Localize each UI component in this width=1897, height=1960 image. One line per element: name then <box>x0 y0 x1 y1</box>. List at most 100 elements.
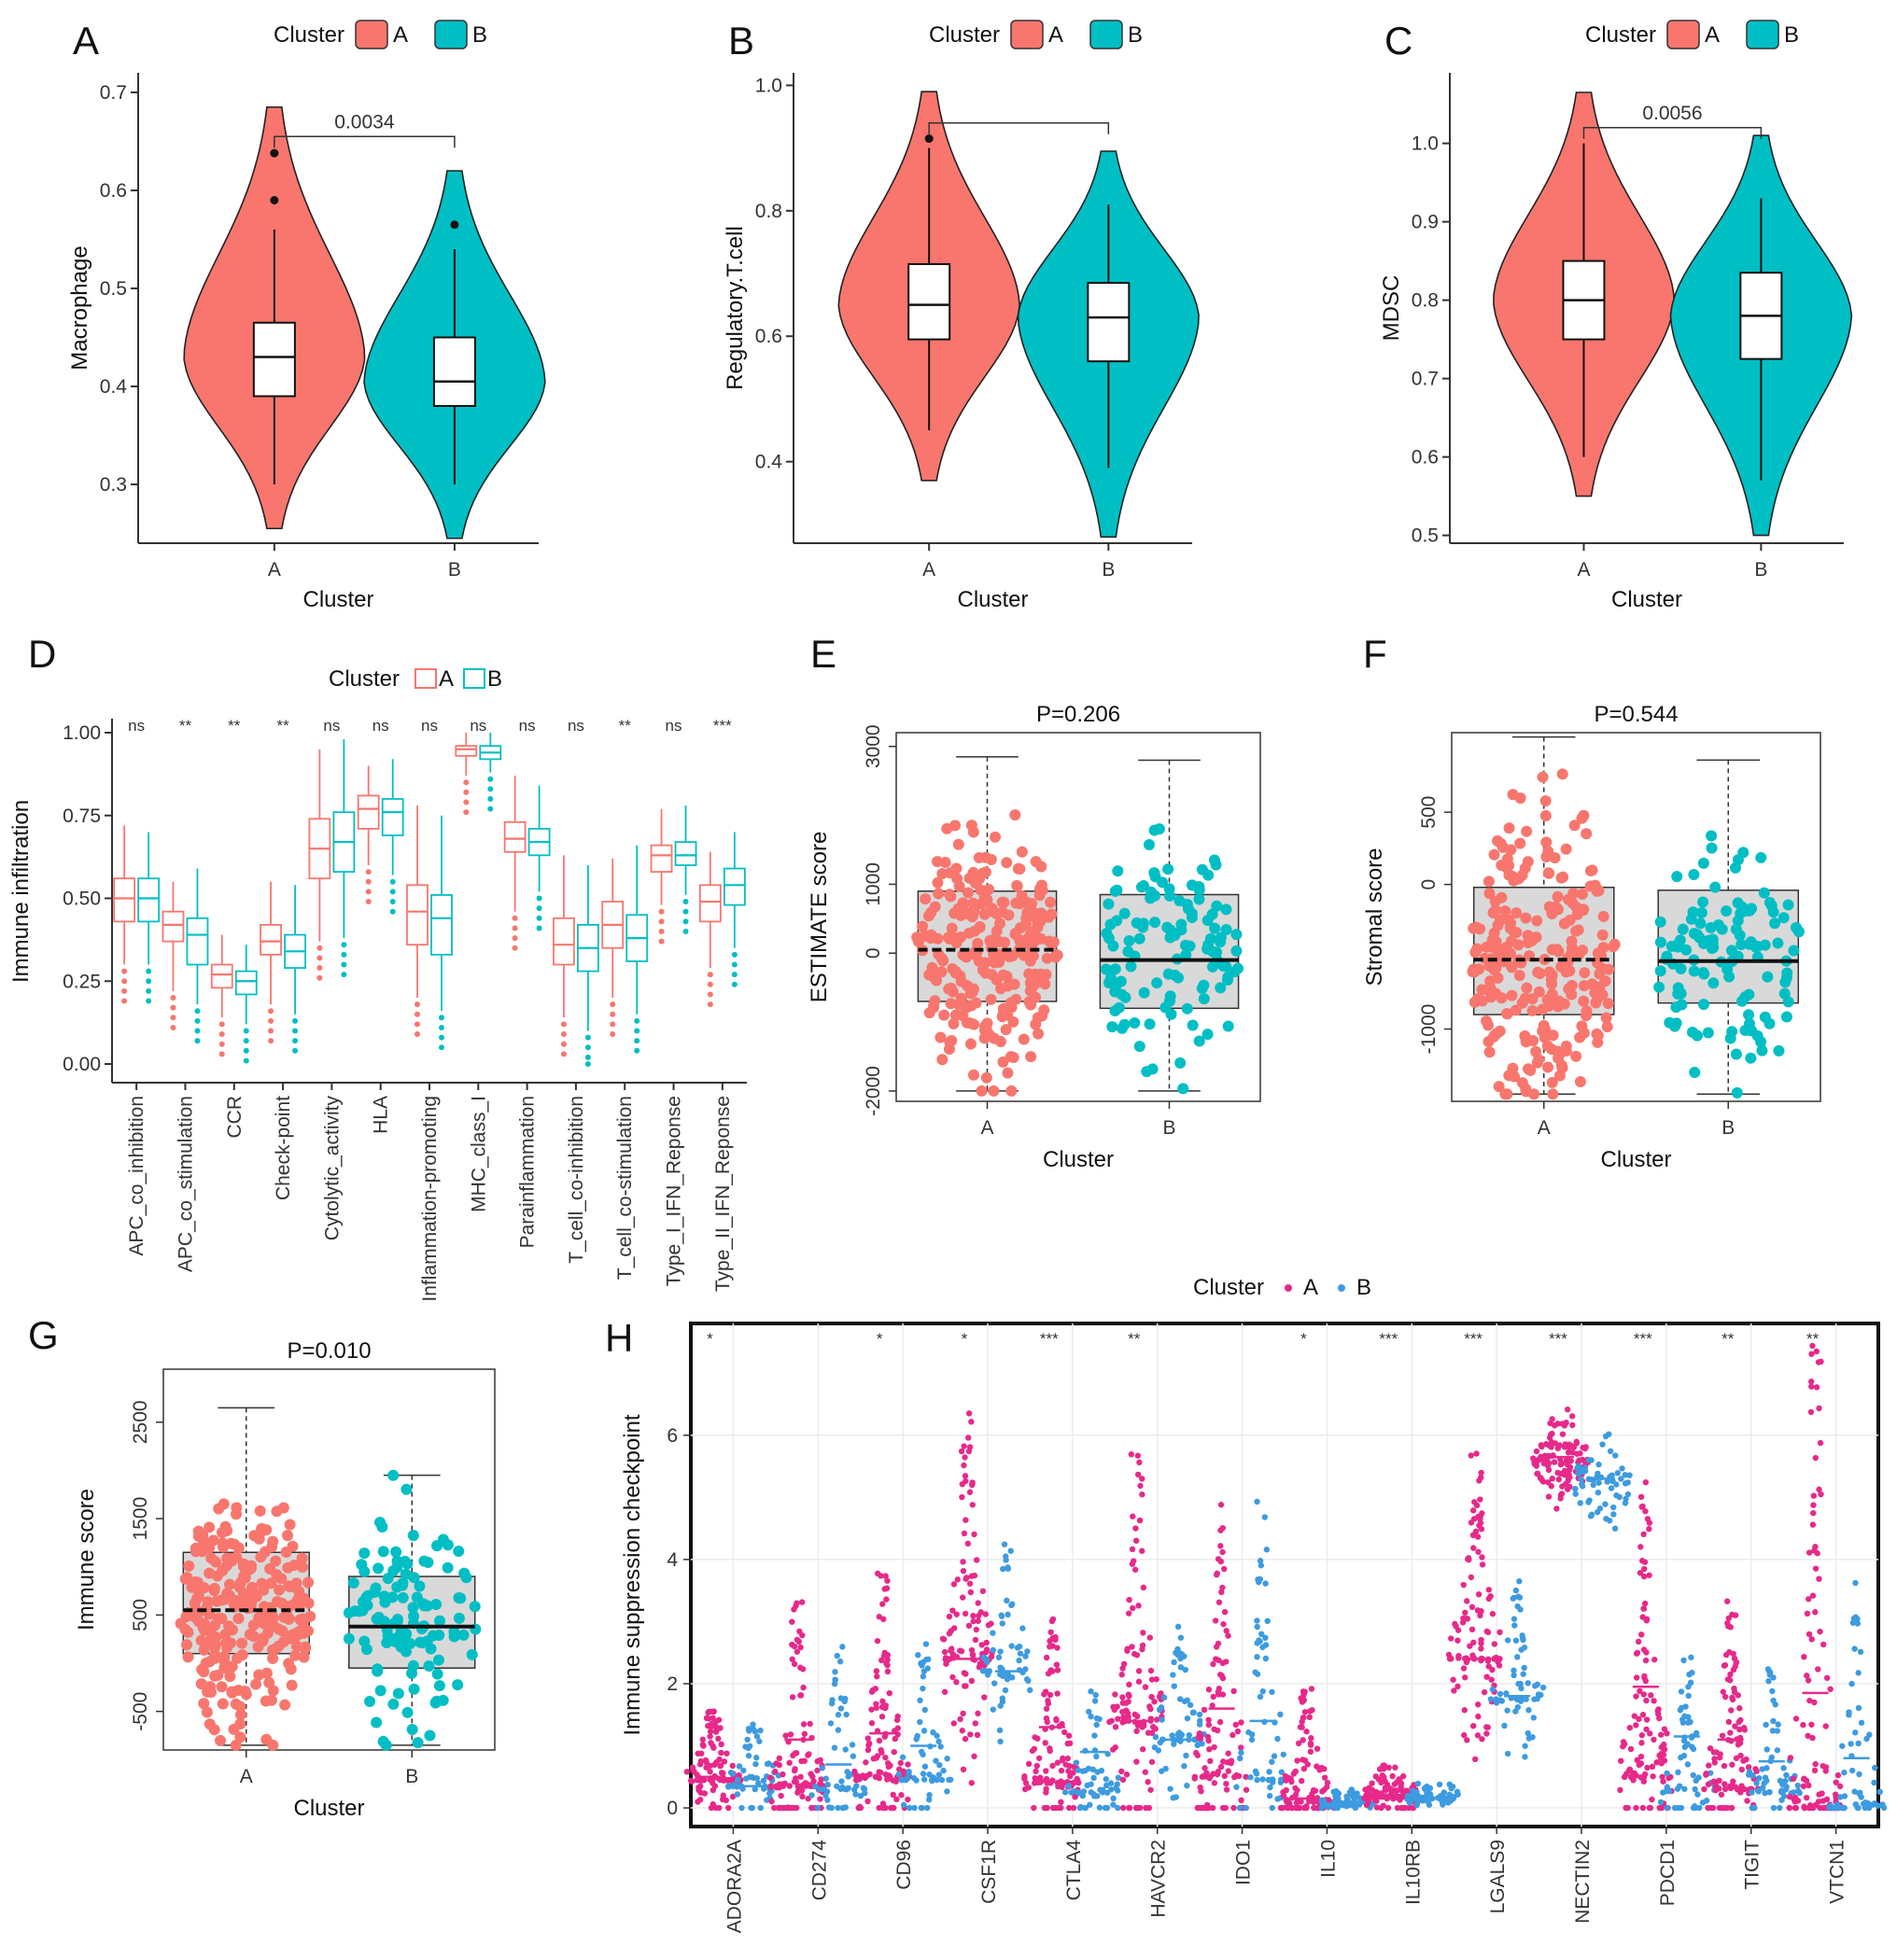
outlier-point <box>170 995 176 1001</box>
data-point <box>994 1035 1006 1047</box>
data-point <box>1817 1439 1824 1447</box>
data-point <box>452 1679 464 1691</box>
data-point <box>1510 1004 1522 1016</box>
data-point <box>1184 1782 1190 1789</box>
x-tick-label: B <box>448 559 461 581</box>
data-point <box>1597 910 1609 922</box>
data-point <box>1564 1406 1571 1413</box>
data-point <box>959 1481 965 1488</box>
data-point <box>1809 1342 1816 1350</box>
data-point <box>1075 1767 1082 1773</box>
data-point <box>278 1611 290 1623</box>
data-point <box>949 967 962 979</box>
data-point <box>1759 1011 1771 1023</box>
data-point <box>1182 1666 1188 1673</box>
outlier-point <box>512 945 518 951</box>
outlier-point <box>415 1011 420 1017</box>
data-point <box>233 1581 246 1593</box>
data-point <box>1448 1635 1454 1642</box>
data-point <box>799 1631 806 1639</box>
data-point <box>1120 1804 1127 1812</box>
data-point <box>191 1592 204 1604</box>
data-point <box>1145 886 1158 898</box>
panel-C-y-tick-label: 0.6 <box>1412 447 1439 469</box>
data-point <box>1323 1784 1330 1790</box>
data-point <box>214 1734 226 1746</box>
data-point <box>755 1780 762 1787</box>
data-point <box>1032 1734 1038 1741</box>
data-point <box>1193 1035 1205 1047</box>
data-point <box>1512 1637 1520 1644</box>
data-point <box>1193 884 1205 896</box>
data-point <box>1738 1766 1746 1773</box>
data-point <box>1585 1499 1592 1505</box>
outlier-point <box>512 935 518 942</box>
x-tick-label: VTCN1 <box>1827 1840 1848 1904</box>
data-point <box>1414 1780 1422 1787</box>
data-point <box>838 1778 845 1785</box>
data-point <box>744 1736 751 1743</box>
data-point <box>752 1760 759 1768</box>
data-point <box>970 1612 977 1619</box>
data-point <box>204 1681 217 1693</box>
data-point <box>1292 1769 1299 1775</box>
data-point <box>1148 1693 1155 1701</box>
data-point <box>1737 1752 1744 1759</box>
data-point <box>868 1706 875 1713</box>
data-point <box>1556 768 1568 780</box>
data-point <box>1780 1011 1792 1023</box>
data-point <box>1525 1707 1532 1714</box>
outlier-point <box>682 929 689 934</box>
data-point <box>1115 1804 1121 1812</box>
data-point <box>1688 868 1700 880</box>
data-point <box>904 1775 911 1782</box>
data-point <box>917 1697 923 1704</box>
data-point <box>1753 1780 1760 1786</box>
data-point <box>1730 923 1742 935</box>
data-point <box>1609 938 1621 950</box>
data-point <box>943 1660 949 1667</box>
outlier-point <box>268 1028 274 1034</box>
data-point <box>1876 1788 1883 1796</box>
data-point <box>1130 1513 1136 1519</box>
data-point <box>1032 1774 1038 1782</box>
legend-swatch-B <box>463 668 485 689</box>
data-point <box>997 1738 1004 1745</box>
outlier-point <box>270 196 279 204</box>
data-point <box>1511 1672 1517 1679</box>
data-point <box>797 1773 804 1781</box>
data-point <box>1475 1548 1482 1555</box>
comparison-pvalue: 0.0056 <box>1642 103 1702 124</box>
data-point <box>1815 1799 1822 1805</box>
data-point <box>1850 1615 1858 1622</box>
data-point <box>1551 1459 1558 1465</box>
data-point <box>372 1611 385 1623</box>
data-point <box>808 1771 814 1777</box>
data-point <box>1488 927 1500 939</box>
data-point <box>1729 1761 1735 1768</box>
outlier-point <box>121 987 128 994</box>
data-point <box>1123 1771 1131 1778</box>
legend-label-B: B <box>472 22 487 48</box>
data-point <box>1517 1680 1524 1687</box>
outlier-point <box>121 978 128 985</box>
data-point <box>1221 1565 1228 1573</box>
data-point <box>1254 1776 1260 1784</box>
data-point <box>1642 1657 1650 1664</box>
data-point <box>707 1768 713 1775</box>
data-point <box>878 1657 885 1664</box>
data-point <box>1033 1768 1039 1775</box>
data-point <box>1816 1486 1822 1493</box>
significance-label: ns <box>323 717 340 735</box>
data-point <box>1833 1779 1839 1785</box>
data-point <box>1257 1693 1264 1701</box>
panel-label-B: B <box>728 19 754 63</box>
data-point <box>1137 1482 1144 1490</box>
significance-label: ** <box>228 717 241 735</box>
data-point <box>1639 1712 1647 1718</box>
data-point <box>918 1804 925 1812</box>
data-point <box>1602 998 1614 1010</box>
data-point <box>1510 1595 1516 1602</box>
data-point <box>998 1613 1005 1619</box>
data-point <box>1533 986 1545 998</box>
